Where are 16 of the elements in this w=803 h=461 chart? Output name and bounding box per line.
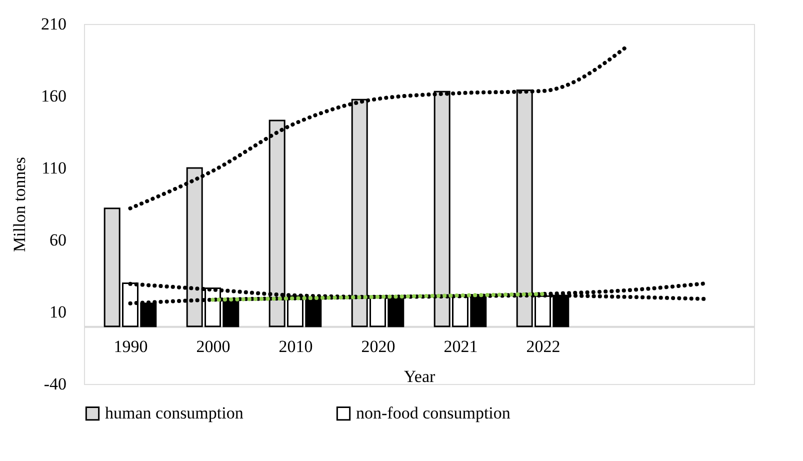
x-axis-title: Year — [404, 366, 436, 386]
x-tick-label: 2010 — [278, 336, 313, 356]
y-tick-label: 210 — [41, 14, 66, 34]
x-tick-label: 2022 — [526, 336, 560, 356]
x-tick-label: 2020 — [361, 336, 396, 356]
y-tick-label: 60 — [50, 230, 66, 250]
y-axis-title: Millon tonnes — [10, 157, 29, 252]
x-tick-label: 2021 — [444, 336, 478, 356]
x-tick-label: 1990 — [114, 336, 148, 356]
y-tick-label: 10 — [50, 302, 66, 322]
y-tick-label: -40 — [44, 374, 66, 394]
y-tick-label: 110 — [42, 158, 66, 178]
legend-label: non-food consumption — [356, 404, 511, 423]
y-tick-label: 160 — [41, 86, 66, 106]
legend-label: human consumption — [105, 404, 244, 423]
x-tick-label: 2000 — [196, 336, 230, 356]
